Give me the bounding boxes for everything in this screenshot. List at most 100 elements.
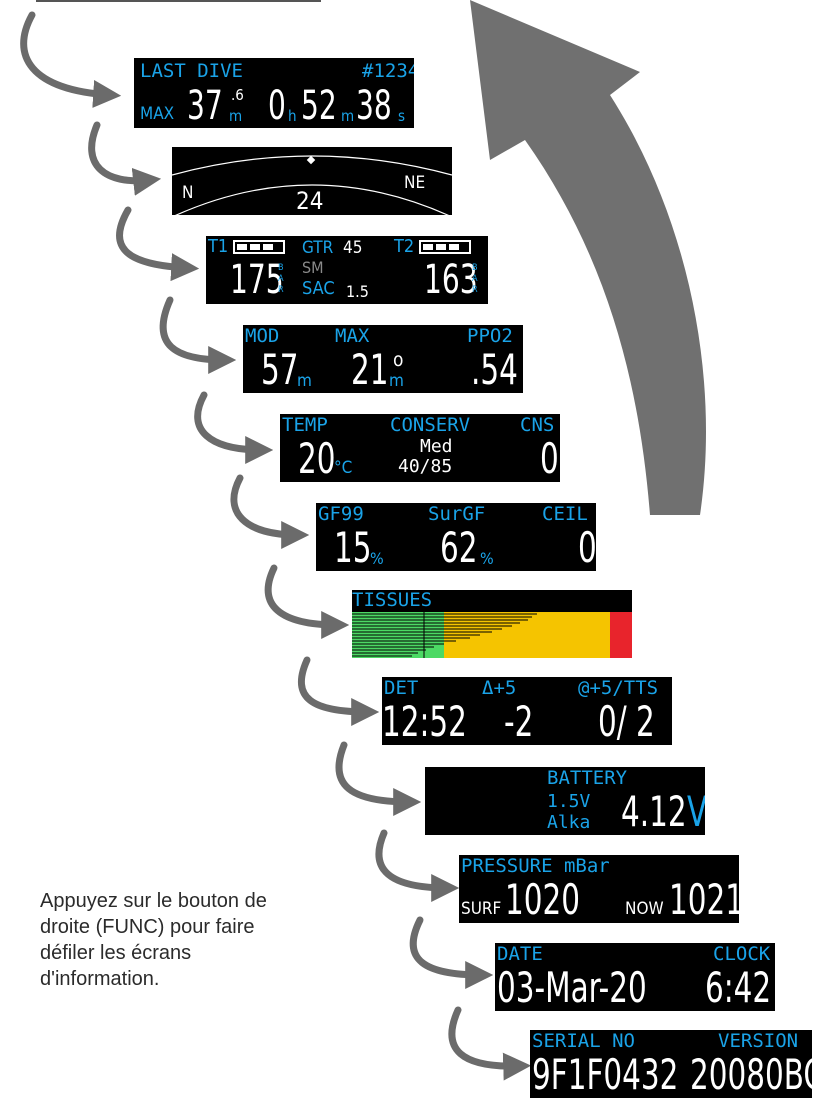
screen-deco: DET Δ+5 @+5/TTS 12:52 -2 0/ 2 — [382, 677, 672, 745]
sac-value: 1.5 — [346, 282, 369, 301]
battery-unit: V — [687, 791, 705, 833]
last-dive-title: LAST DIVE — [140, 60, 243, 82]
arrow-4 — [159, 296, 237, 374]
t1-pressure: 175 — [230, 257, 284, 303]
arrow-11 — [409, 916, 494, 989]
arrow-1 — [20, 11, 122, 108]
surgf-label: SurGF — [428, 503, 486, 525]
sac-label: SAC — [302, 278, 335, 299]
seconds-unit: s — [398, 107, 406, 125]
date-label: DATE — [497, 943, 543, 965]
screen-gf: GF99 SurGF CEIL 15 % 62 % 0 — [316, 503, 596, 571]
max-label: MAX — [140, 104, 175, 124]
ceil-label: CEIL — [542, 503, 588, 525]
compass-right: NE — [404, 173, 426, 193]
t1-battery-icon — [233, 240, 285, 254]
battery-title: BATTERY — [547, 767, 628, 789]
arrow-7 — [264, 564, 350, 639]
t2-pressure: 163 — [424, 257, 478, 303]
max-sup: o — [393, 349, 404, 371]
hours: 0 — [268, 83, 286, 128]
screen-battery: BATTERY 1.5V Alka 4.12 V — [425, 767, 705, 835]
det-value: 12:52 — [382, 697, 467, 745]
screen-last-dive: LAST DIVE #1234 MAX 37 m .6 0 h 52 m 38 … — [134, 58, 414, 128]
clock-label: CLOCK — [713, 943, 771, 965]
now-label: NOW — [625, 899, 664, 919]
gf99-value: 15 — [334, 523, 372, 571]
serial-label: SERIAL NO — [532, 1030, 635, 1052]
mod-value: 57 — [261, 345, 299, 393]
hours-unit: h — [288, 107, 297, 125]
arrow-2 — [88, 121, 162, 196]
gtr-value: 45 — [343, 238, 363, 258]
max-unit: m — [389, 371, 404, 391]
pressure-title: PRESSURE mBar — [461, 855, 610, 877]
arrow-3 — [116, 206, 200, 282]
det-label: DET — [384, 677, 419, 699]
screen-temp: TEMP CONSERV CNS 20 °C Med 40/85 0 — [280, 414, 560, 482]
compass-heading: 24 — [296, 187, 324, 215]
delta-value: -2 — [504, 697, 534, 745]
mod-label: MOD — [245, 325, 280, 347]
gtr-label: GTR — [302, 238, 334, 258]
t1-label: T1 — [208, 236, 229, 257]
t2-label: T2 — [394, 236, 415, 257]
clock-value: 6:42 — [705, 963, 772, 1011]
mod-unit: m — [297, 371, 312, 391]
screen-date: DATE CLOCK 03-Mar-20 6:42 — [495, 943, 775, 1011]
ppo2-value: .54 — [471, 345, 518, 393]
tts-label: @+5/TTS — [578, 677, 659, 699]
dive-number: #1234 — [362, 60, 414, 82]
instruction-caption: Appuyez sur le bouton de droite (FUNC) p… — [40, 890, 267, 990]
version-label: VERSION — [718, 1030, 799, 1052]
screen-serial: SERIAL NO VERSION 9F1F0432 20080BC — [530, 1030, 812, 1098]
gf99-label: GF99 — [318, 503, 364, 525]
depth-decimal: .6 — [231, 86, 244, 104]
sm-label: SM — [302, 258, 324, 277]
battery-voltage: 4.12 — [621, 787, 687, 835]
surgf-value: 62 — [440, 523, 478, 571]
depth-unit: m — [229, 107, 243, 125]
max-label: MAX — [335, 325, 370, 347]
battery-type: Alka — [547, 812, 591, 833]
screen-tank: T1 GTR 45 T2 175 BAR SM SAC 1.5 163 BAR — [206, 236, 488, 304]
t2-battery-icon — [419, 240, 471, 254]
cns-label: CNS — [520, 414, 555, 436]
tissues-title: TISSUES — [352, 590, 433, 611]
screen-mod: MOD MAX PPO2 57 m 21 m o .54 — [243, 325, 523, 393]
minutes: 52 — [301, 83, 337, 128]
arrow-8 — [297, 656, 380, 726]
t2-bar-unit: BAR — [472, 263, 478, 295]
arrow-10 — [375, 829, 460, 902]
gf99-unit: % — [370, 549, 384, 568]
max-depth: 37 — [187, 83, 223, 128]
seconds: 38 — [356, 83, 392, 128]
tts-value: 0/ 2 — [598, 697, 655, 745]
cns-value: 0 — [540, 434, 559, 482]
version-value: 20080BC — [690, 1050, 812, 1098]
conserv-label: CONSERV — [390, 414, 471, 436]
return-arrow — [470, 0, 706, 515]
compass-left: N — [182, 183, 194, 203]
max-value: 21 — [351, 345, 389, 393]
surf-value: 1020 — [505, 875, 580, 923]
delta-label: Δ+5 — [482, 677, 517, 699]
gf-value: 40/85 — [398, 456, 453, 477]
screen-tissues: TISSUES — [352, 590, 632, 658]
temp-label: TEMP — [282, 414, 328, 436]
surgf-unit: % — [480, 549, 494, 568]
temp-value: 20 — [298, 434, 336, 482]
serial-value: 9F1F0432 — [532, 1050, 679, 1098]
arrow-12 — [448, 1006, 532, 1081]
tissue-bars — [352, 612, 537, 658]
minutes-unit: m — [341, 107, 355, 125]
screen-pressure: PRESSURE mBar SURF 1020 NOW 1021 — [459, 855, 739, 923]
surf-label: SURF — [461, 899, 502, 919]
tissues-red-zone — [610, 612, 632, 658]
top-rule — [36, 0, 321, 2]
t1-bar-unit: BAR — [278, 263, 284, 295]
temp-unit: °C — [334, 458, 353, 478]
ppo2-label: PPO2 — [467, 325, 513, 347]
date-value: 03-Mar-20 — [497, 963, 647, 1011]
arrow-6 — [230, 474, 310, 549]
